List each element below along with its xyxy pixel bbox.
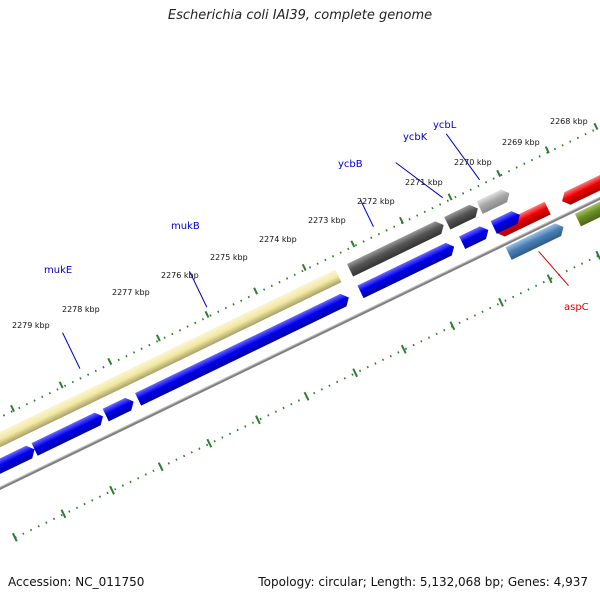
tick-mark [449, 321, 456, 331]
scale-label: 2273 kbp [308, 216, 346, 225]
tick-mark [546, 274, 553, 284]
tick-mark [109, 485, 115, 495]
gene-arrow-ycbL-cds[interactable] [490, 209, 523, 234]
scale-label: 2277 kbp [112, 288, 150, 297]
tick-mark [593, 122, 599, 130]
tick-mark [204, 310, 210, 318]
ycbL-leader-line [445, 133, 481, 181]
tick-mark [157, 462, 164, 472]
scale-label: 2272 kbp [357, 197, 395, 206]
tick-mark [399, 216, 404, 224]
gene-arrow-mukE-cds[interactable] [102, 395, 137, 422]
gene-arrow-right-red[interactable] [559, 168, 600, 207]
tick-mark [107, 357, 113, 366]
tick-mark [60, 509, 67, 519]
feature-khaki-block[interactable] [0, 269, 342, 459]
scale-label: 2269 kbp [502, 138, 540, 147]
tick-mark [352, 368, 359, 378]
tick-mark [447, 193, 453, 201]
gene-arrow-mukB-cds[interactable] [135, 291, 352, 406]
gene-arrow-aspC-feature[interactable] [493, 201, 551, 239]
tick-mark [496, 169, 502, 177]
scale-label: 2268 kbp [550, 117, 588, 126]
genome-backbone [0, 159, 600, 494]
gene-arrow-ycbB-feature[interactable] [346, 219, 447, 277]
tick-mark [155, 334, 161, 342]
ycbK-leader-line [395, 162, 443, 199]
map-title: Escherichia coli IAI39, complete genome [167, 8, 433, 23]
gene-label-mukE[interactable]: mukE [44, 265, 72, 276]
genome-summary-text: Topology: circular; Length: 5,132,068 bp… [258, 575, 588, 589]
gene-arrow-right-olive[interactable] [574, 189, 600, 227]
mukE-leader-line [62, 332, 81, 369]
scale-label: 2276 kbp [161, 271, 199, 280]
tick-mark [301, 263, 307, 271]
gene-arrow-ycbL-feature[interactable] [476, 187, 513, 214]
scale-label: 2278 kbp [62, 305, 100, 314]
tick-mark [10, 404, 15, 413]
gene-label-mukB[interactable]: mukB [171, 221, 200, 232]
outer-major-ticks [10, 122, 599, 413]
outer-tick-track [0, 102, 600, 436]
tick-mark [253, 287, 259, 295]
scale-label: 2271 kbp [405, 178, 443, 187]
tick-mark [255, 415, 261, 425]
tick-mark [58, 381, 64, 389]
tick-mark [400, 344, 407, 354]
mukB-leader-line [189, 271, 208, 308]
scale-label: 2275 kbp [210, 253, 248, 262]
tick-mark [544, 146, 550, 154]
tick-mark [498, 297, 504, 307]
accession-text: Accession: NC_011750 [8, 575, 145, 589]
gene-arrow-ycbK-feature[interactable] [444, 202, 481, 230]
scale-label: 2270 kbp [454, 158, 492, 167]
gene-label-ycbK[interactable]: ycbK [403, 132, 428, 143]
gene-arrow-ycbK-cds[interactable] [459, 224, 491, 249]
scale-label: 2274 kbp [259, 235, 297, 244]
gene-arrow-aspC-cds[interactable] [505, 221, 567, 260]
gene-label-aspC[interactable]: aspC [564, 302, 589, 313]
gene-arrow-ycbB-cds[interactable] [357, 240, 457, 299]
ycbB-leader-line [359, 199, 374, 227]
gene-arrow-cds-1[interactable] [0, 443, 38, 481]
tick-mark [206, 438, 213, 448]
gene-label-ycbB[interactable]: ycbB [338, 159, 363, 170]
tick-mark [350, 240, 356, 248]
tick-mark [11, 532, 18, 542]
tick-mark [595, 250, 600, 260]
tick-mark [303, 391, 310, 401]
inner-major-ticks [11, 250, 600, 542]
scale-label: 2279 kbp [12, 321, 50, 330]
gene-arrow-cds-2[interactable] [31, 410, 107, 456]
gene-label-ycbL[interactable]: ycbL [433, 120, 457, 131]
aspC-leader-line [538, 250, 569, 287]
